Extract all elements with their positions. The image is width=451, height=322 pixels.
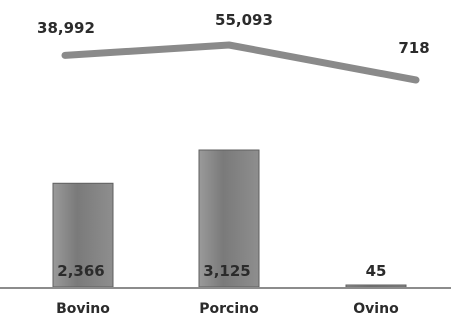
line-value-label: 718: [398, 39, 429, 57]
category-labels: Bovino Porcino Ovino: [56, 301, 399, 317]
category-label: Ovino: [353, 301, 399, 317]
category-label: Porcino: [199, 301, 259, 317]
line-series: 38,992 55,093 718: [37, 11, 430, 84]
bar-series: 2,366 3,125 45: [52, 149, 407, 288]
bar-value-label: 2,366: [57, 262, 104, 280]
line-value-label: 55,093: [215, 11, 273, 29]
bar-bovino: [52, 182, 114, 288]
line-path: [61, 41, 420, 84]
bar-value-label: 3,125: [203, 262, 250, 280]
bar-value-label: 45: [366, 262, 387, 280]
category-label: Bovino: [56, 301, 110, 317]
bar-porcino: [198, 149, 260, 288]
line-value-label: 38,992: [37, 19, 95, 37]
bar-ovino: [345, 284, 407, 288]
